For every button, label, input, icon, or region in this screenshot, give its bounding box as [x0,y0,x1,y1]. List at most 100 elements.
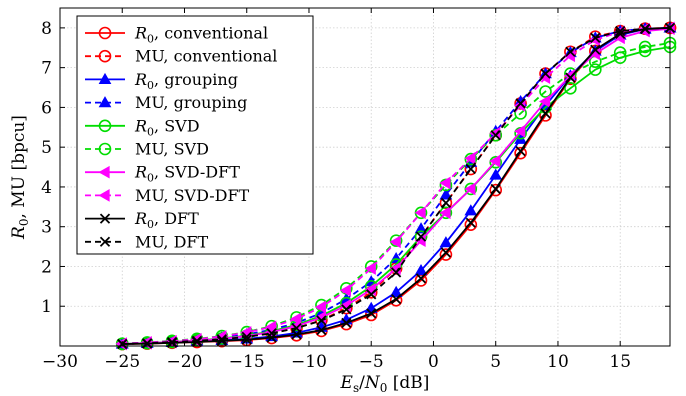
y-tick-label: 1 [41,297,52,317]
data-point [98,189,110,202]
data-point [464,218,478,232]
data-point [216,335,227,346]
legend-item: R0, grouping [85,70,238,92]
legend-item: R0, conventional [85,24,268,46]
data-point-stroke [241,331,252,342]
data-point [464,152,478,166]
data-point [389,234,403,247]
x-tick-label: −30 [42,352,78,372]
data-point [98,119,112,133]
data-point-stroke [291,322,302,334]
legend-item: R0, DFT [85,209,199,231]
data-point-stroke [415,273,427,284]
data-point-stroke [515,146,526,157]
y-tick-label: 7 [41,59,52,79]
data-point [364,262,376,275]
data-point-stroke [341,317,352,329]
data-point-stroke [99,236,111,247]
data-point [465,163,476,175]
y-axis-label: R0, MU [bpcu] [9,115,31,240]
data-point [489,154,501,168]
data-point [465,217,476,228]
data-point-stroke [241,334,252,345]
data-point [414,206,426,220]
data-point [539,85,552,98]
legend-label: R0, SVD-DFT [134,163,240,185]
data-point [540,108,551,119]
data-point [464,204,478,216]
data-point-stroke [390,267,402,278]
data-point-stroke [266,328,277,339]
data-point [191,335,203,346]
data-point-stroke [440,197,452,208]
y-tick-label: 2 [41,257,52,277]
plot-frame [59,7,671,347]
data-point [490,183,501,195]
data-point-stroke [216,335,227,346]
x-tick-label: 0 [428,352,439,372]
x-tick-label: −5 [359,352,384,372]
legend-item: MU, conventional [85,47,277,66]
legend-label: R0, grouping [134,70,238,92]
data-point [216,334,227,345]
data-point [489,155,503,169]
data-point [266,328,277,339]
data-point [414,222,428,234]
data-point-stroke [316,315,327,326]
x-tick-label: 5 [490,352,501,372]
series-9 [117,22,676,350]
data-point [464,151,476,165]
data-point-stroke [540,68,551,79]
data-point-stroke [366,308,377,319]
data-point [166,336,178,348]
data-point [515,146,526,157]
data-point [98,165,110,179]
data-point [99,236,111,247]
data-point [439,248,453,261]
data-point [314,300,327,314]
data-point [464,182,476,196]
data-point-stroke [465,163,476,175]
data-point-stroke [166,336,178,348]
x-tick-label: −25 [104,352,140,372]
data-point [489,168,503,180]
data-point [265,320,277,334]
data-point [439,236,453,248]
data-point-stroke [266,332,277,343]
data-point [638,40,652,54]
data-point [590,32,601,43]
data-point [389,235,401,249]
data-point [639,23,651,34]
legend-item: MU, grouping [85,93,247,112]
data-point [341,317,352,329]
data-point [316,324,327,336]
data-point [514,146,527,160]
data-point [564,82,577,95]
data-point-stroke [390,293,402,305]
data-point [291,322,302,334]
data-point [389,285,403,297]
data-point [341,304,352,315]
legend-label: R0, SVD [134,116,200,138]
data-point [98,96,112,108]
data-point-stroke [565,72,576,83]
data-point [316,315,327,326]
legend-label: MU, SVD-DFT [135,186,250,205]
data-point [98,49,112,63]
data-point [439,176,451,190]
data-point-stroke [540,108,551,119]
data-point [613,46,627,59]
data-point [515,98,526,109]
data-point [565,46,576,57]
data-point [539,95,551,108]
data-point [490,130,501,141]
data-point-stroke [615,25,626,37]
data-point [390,293,402,305]
data-point [266,332,277,343]
data-point [565,72,576,83]
data-point [290,312,302,326]
y-tick-label: 5 [41,138,52,158]
data-point-stroke [639,23,651,34]
data-point [366,289,377,300]
